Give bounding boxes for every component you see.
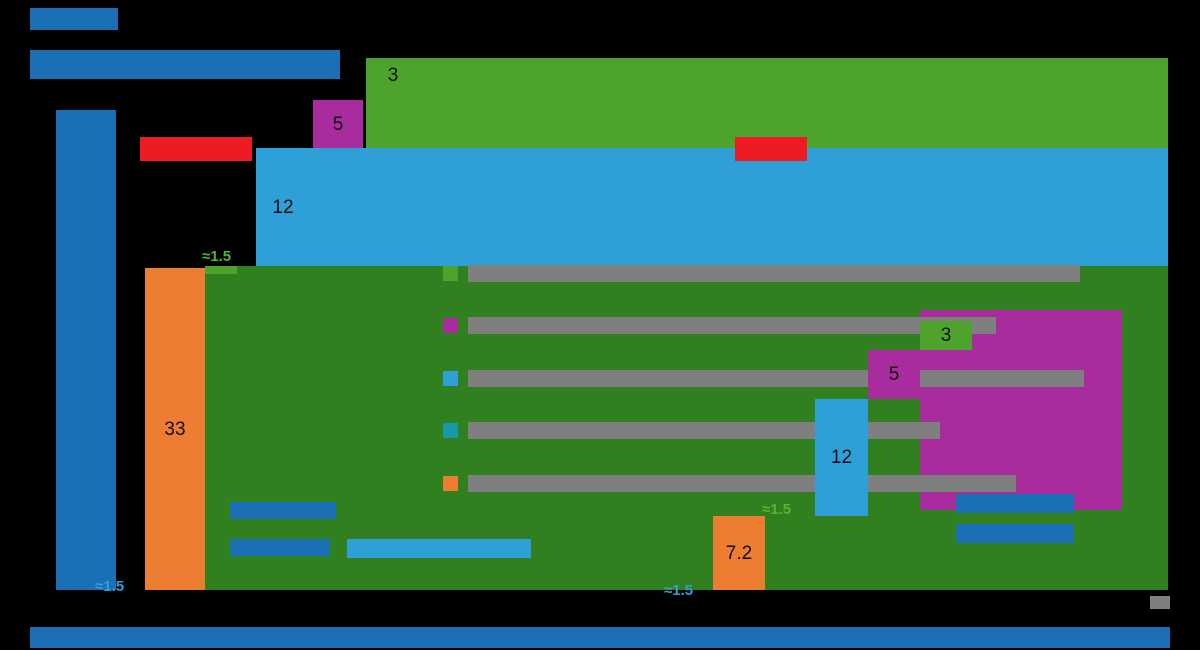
legend-label-block-4 [468,422,940,439]
annotation-block-blue-1 [230,502,336,519]
legend-chip-green [443,266,458,281]
left-bar-green-label: 3 [387,64,399,86]
right-bar-green: 3 [920,321,972,350]
left-total-column [56,110,116,590]
annotation-block-blue-right-2 [956,524,1074,543]
right-bar-cyan: 12 [815,399,868,516]
cyan-band-middle [310,148,1168,266]
green-band-top [366,58,1168,148]
annotation-block-blue-2 [230,539,330,556]
right-baseline-approx-label: ≈1.5 [664,582,694,599]
left-bar-green: 3 [366,60,420,90]
right-bar-magenta-label: 5 [888,364,900,385]
left-bar-magenta-label: 5 [332,113,344,135]
legend-label-block-2 [468,317,996,334]
right-bar-magenta: 5 [868,350,920,399]
footer-redacted-block [30,627,1170,648]
left-bar-orange: 33 [145,268,205,590]
legend-label-block-1 [468,265,1080,282]
red-callout-left-block [140,137,252,161]
left-top-approx-subline-block [205,266,237,274]
title-redacted-block [30,50,340,79]
left-top-approx-label: ≈1.5 [202,248,232,265]
right-bar-orange: 7.2 [713,516,765,590]
annotation-block-cyan [347,539,531,558]
right-bar-orange-label: 7.2 [725,542,753,564]
legend-label-block-3 [468,370,1084,387]
annotation-block-blue-right-1 [956,494,1074,513]
right-bar-green-label: 3 [940,325,952,346]
legend-chip-orange [443,476,458,491]
right-bar-cyan-label: 12 [830,447,853,468]
page-number-block [1150,596,1170,609]
left-baseline-approx-label: ≈1.5 [95,578,125,595]
left-bar-orange-label: 33 [164,418,186,440]
legend-label-block-5 [468,475,1016,492]
legend-chip-magenta [443,318,458,333]
left-bar-cyan-label: 12 [272,196,294,218]
left-bar-magenta: 5 [313,100,363,148]
red-callout-right-block [735,137,807,161]
legend-chip-teal [443,423,458,438]
right-top-approx-label: ≈1.5 [762,501,792,518]
top-left-logo-block [30,8,118,30]
left-bar-cyan: 12 [256,148,310,266]
legend-chip-cyan [443,371,458,386]
